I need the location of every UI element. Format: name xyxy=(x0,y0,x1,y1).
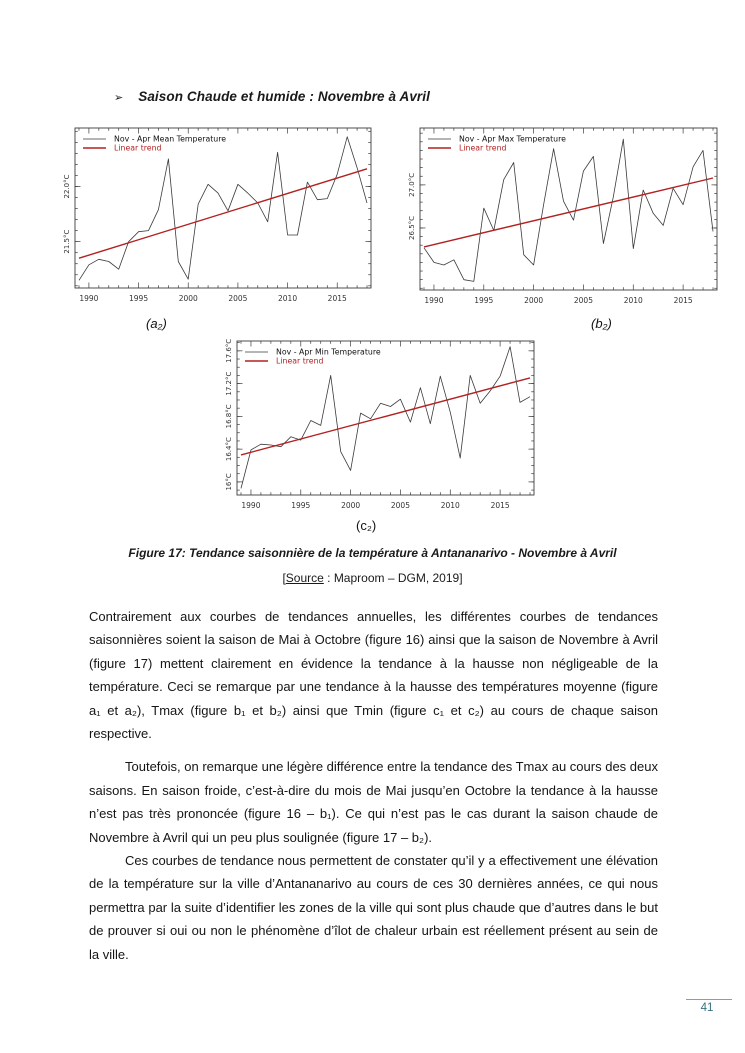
paragraph-1: Contrairement aux courbes de tendances a… xyxy=(89,609,658,742)
svg-text:2000: 2000 xyxy=(524,296,543,305)
subfigure-label-b2: (b₂) xyxy=(591,316,612,331)
svg-text:22.0°C: 22.0°C xyxy=(63,174,71,198)
paragraph-2: Toutefois, on remarque une légère différ… xyxy=(89,759,658,845)
source-text: : Maproom – DGM, 2019] xyxy=(323,571,463,585)
svg-text:2000: 2000 xyxy=(341,501,360,510)
svg-text:2015: 2015 xyxy=(674,296,693,305)
section-heading-text: Saison Chaude et humide : Novembre à Avr… xyxy=(138,89,430,104)
source-bracket-open: [ xyxy=(282,571,286,585)
footer-divider xyxy=(686,999,732,1000)
svg-text:27.0°C: 27.0°C xyxy=(408,173,416,197)
subfigure-label-a2: (a₂) xyxy=(146,316,167,331)
svg-text:Linear trend: Linear trend xyxy=(459,144,507,153)
svg-text:2010: 2010 xyxy=(441,501,460,510)
body-text: Contrairement aux courbes de tendances a… xyxy=(89,605,658,966)
svg-text:1990: 1990 xyxy=(424,296,443,305)
source-label: Source xyxy=(285,571,324,585)
page-number: 41 xyxy=(700,1002,714,1014)
svg-text:2000: 2000 xyxy=(179,294,198,303)
chart-nov-apr-max-temperature: 1990 1995 2000 2005 2010 2015 26.5°C 27.0°C Nov … xyxy=(408,127,718,305)
svg-text:Linear trend: Linear trend xyxy=(114,144,162,153)
svg-text:Nov - Apr Min Temperature: Nov - Apr Min Temperature xyxy=(276,348,381,357)
svg-text:2005: 2005 xyxy=(391,501,410,510)
subfigure-label-c2: (c₂) xyxy=(356,518,377,533)
chart-nov-apr-mean-temperature: 1990 1995 2000 2005 2010 2015 21.5°C 22.0°C Nov … xyxy=(63,127,372,303)
svg-text:Linear trend: Linear trend xyxy=(276,357,324,366)
svg-text:1990: 1990 xyxy=(241,501,260,510)
figure-source: [Source : Maproom – DGM, 2019] xyxy=(0,571,745,585)
svg-text:2010: 2010 xyxy=(624,296,643,305)
svg-text:17.2°C: 17.2°C xyxy=(225,372,233,396)
chart-nov-apr-min-temperature: 1990 1995 2000 2005 2010 2015 16°C 16.4°C 16.8°C… xyxy=(225,339,535,510)
svg-text:1990: 1990 xyxy=(79,294,98,303)
arrow-bullet-icon: ➢ xyxy=(114,92,124,104)
svg-text:16°C: 16°C xyxy=(225,473,233,490)
svg-text:17.6°C: 17.6°C xyxy=(225,339,233,363)
svg-text:2005: 2005 xyxy=(574,296,593,305)
svg-text:Nov - Apr Max Temperature: Nov - Apr Max Temperature xyxy=(459,135,566,144)
paragraph-3: Ces courbes de tendance nous permettent … xyxy=(89,853,658,962)
svg-text:16.4°C: 16.4°C xyxy=(225,437,233,461)
svg-text:2005: 2005 xyxy=(228,294,247,303)
svg-text:1995: 1995 xyxy=(291,501,310,510)
svg-text:2015: 2015 xyxy=(328,294,347,303)
svg-text:21.5°C: 21.5°C xyxy=(63,230,71,254)
section-heading: ➢ Saison Chaude et humide : Novembre à A… xyxy=(114,89,430,104)
svg-text:16.8°C: 16.8°C xyxy=(225,404,233,428)
svg-text:1995: 1995 xyxy=(129,294,148,303)
svg-text:2015: 2015 xyxy=(491,501,510,510)
svg-text:Nov - Apr Mean Temperature: Nov - Apr Mean Temperature xyxy=(114,135,226,144)
svg-text:26.5°C: 26.5°C xyxy=(408,216,416,240)
svg-text:1995: 1995 xyxy=(474,296,493,305)
svg-text:2010: 2010 xyxy=(278,294,297,303)
figure-caption: Figure 17: Tendance saisonnière de la te… xyxy=(128,546,617,560)
